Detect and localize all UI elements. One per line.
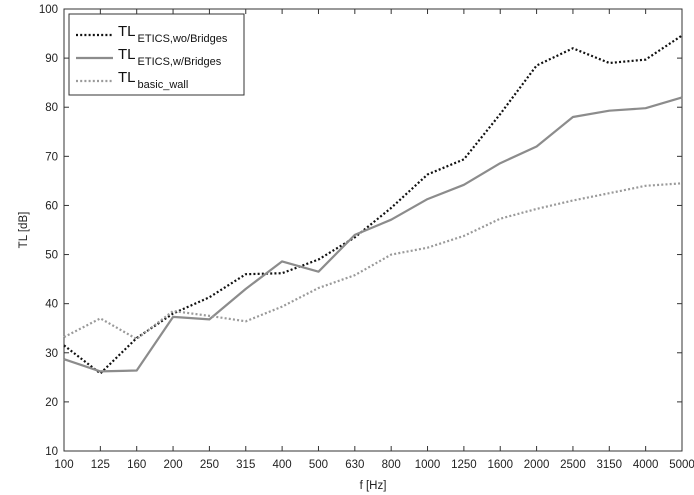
x-tick-label: 1250	[451, 459, 477, 471]
series-lines	[63, 34, 683, 375]
y-tick-label: 30	[45, 348, 58, 360]
x-tick-label: 1600	[487, 459, 513, 471]
legend-label-subscript: ETICS,wo/Bridges	[138, 33, 228, 45]
y-tick-label: 100	[39, 4, 58, 16]
x-tick-label: 160	[127, 459, 146, 471]
legend-label-etics-wo-bridges: TL ETICS,wo/Bridges	[118, 23, 228, 45]
x-tick-label: 400	[273, 459, 292, 471]
x-tick-label: 630	[345, 459, 364, 471]
y-tick-label: 60	[45, 200, 58, 212]
x-tick-label: 2500	[560, 459, 586, 471]
x-axis: 100 125 160 200 250 315 400 500 630 800 1000 1250 16…	[54, 9, 694, 471]
x-tick-label: 125	[91, 459, 110, 471]
legend-label-etics-w-bridges: TL ETICS,w/Bridges	[118, 46, 222, 68]
y-tick-label: 70	[45, 151, 58, 163]
legend-label-subscript: basic_wall	[138, 79, 189, 91]
x-tick-label: 4000	[633, 459, 659, 471]
x-tick-label: 200	[163, 459, 182, 471]
y-tick-label: 10	[45, 446, 58, 458]
y-axis-label: TL [dB]	[18, 212, 30, 249]
legend-label-main: TL	[118, 69, 136, 86]
y-tick-label: 50	[45, 250, 58, 262]
y-tick-label: 90	[45, 53, 58, 65]
x-tick-label: 3150	[596, 459, 622, 471]
legend-label-subscript: ETICS,w/Bridges	[138, 56, 222, 68]
x-tick-label: 2000	[524, 459, 550, 471]
x-tick-label: 100	[54, 459, 73, 471]
y-tick-label: 80	[45, 102, 58, 114]
legend-label-main: TL	[118, 46, 136, 63]
legend-label-basic-wall: TL basic_wall	[118, 69, 188, 91]
series-line-basic-wall	[63, 182, 683, 341]
x-tick-label: 800	[382, 459, 401, 471]
legend-label-main: TL	[118, 23, 136, 40]
x-tick-label: 500	[309, 459, 328, 471]
x-tick-label: 1000	[415, 459, 441, 471]
y-tick-label: 40	[45, 299, 58, 311]
y-tick-label: 20	[45, 397, 58, 409]
series-line-etics-w-bridges	[63, 96, 683, 373]
x-tick-label: 315	[236, 459, 255, 471]
x-axis-label: f [Hz]	[360, 480, 387, 492]
x-tick-label: 5000	[669, 459, 694, 471]
y-axis: 10 20 30 40 50 60 70 80 90 100	[39, 4, 682, 458]
x-tick-label: 250	[200, 459, 219, 471]
